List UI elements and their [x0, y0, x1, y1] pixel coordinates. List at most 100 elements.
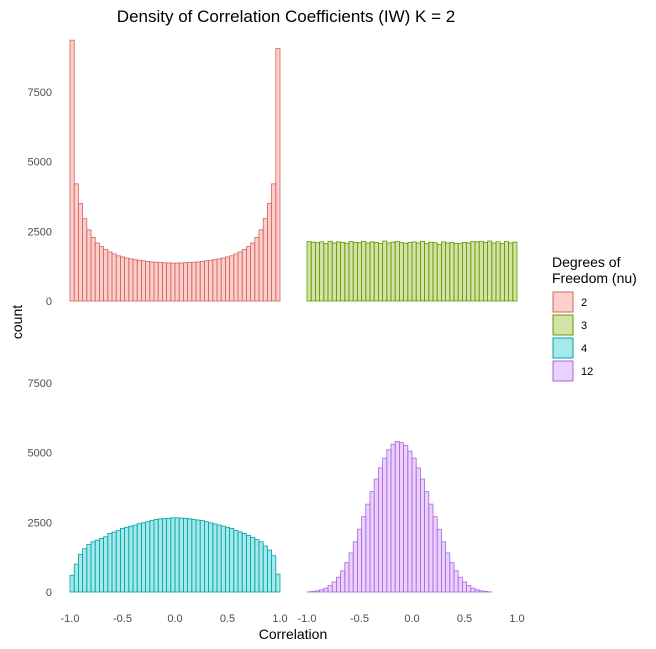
bar-nu-12-9 [344, 562, 350, 593]
bar-nu-12-21 [394, 440, 400, 593]
bar-nu-12-8 [340, 570, 346, 593]
bar-nu-12-3 [319, 589, 325, 593]
bar-nu-12-18 [382, 457, 388, 593]
bar-nu-2-26 [178, 262, 184, 302]
bar-nu-4-14 [128, 525, 134, 593]
bar-nu-4-20 [153, 519, 159, 593]
bar-nu-12-34 [449, 562, 455, 593]
bar-nu-4-17 [140, 522, 146, 593]
bar-nu-12-2 [314, 590, 320, 593]
bar-nu-4-10 [111, 531, 117, 593]
bar-nu-2-30 [195, 261, 201, 302]
bar-nu-3-16 [373, 242, 379, 302]
bar-nu-3-35 [453, 243, 459, 302]
bar-nu-4-21 [157, 518, 163, 593]
bar-nu-12-19 [386, 449, 392, 593]
bar-nu-2-21 [157, 262, 163, 302]
bar-nu-2-0 [69, 39, 75, 302]
bar-nu-3-27 [419, 240, 425, 302]
bar-nu-2-46 [262, 218, 268, 302]
panel-nu-4 [69, 517, 281, 593]
bar-nu-12-31 [436, 528, 442, 593]
bar-nu-12-37 [461, 581, 467, 593]
bar-nu-2-29 [191, 261, 197, 302]
bar-nu-2-40 [237, 251, 243, 302]
bar-nu-3-13 [361, 240, 367, 302]
bar-nu-4-29 [191, 519, 197, 593]
bar-nu-4-15 [132, 524, 138, 593]
x-axis: -1.0 -0.5 0.0 0.5 1.0 -1.0 -0.5 0.0 0.5 1.0 [61, 613, 525, 625]
bar-nu-3-20 [390, 241, 396, 302]
y-axis: 0 2500 5000 7500 0 2500 5000 7500 [28, 87, 52, 599]
legend-item-4: 4 [552, 337, 587, 359]
legend-title: Freedom (nu) [552, 270, 637, 286]
bar-nu-2-10 [111, 253, 117, 302]
panel-nu-12 [306, 440, 493, 593]
bar-nu-4-5 [90, 541, 96, 593]
y-tick-label: 5000 [28, 157, 52, 169]
bar-nu-4-42 [245, 534, 251, 593]
bar-nu-2-11 [115, 255, 121, 302]
bar-nu-12-13 [361, 516, 367, 593]
bar-nu-12-35 [453, 570, 459, 593]
x-tick-label: 0.5 [220, 613, 235, 625]
bar-nu-3-12 [356, 242, 362, 302]
bar-nu-3-26 [415, 242, 421, 302]
bar-nu-2-9 [107, 251, 113, 302]
bar-nu-3-48 [508, 242, 514, 302]
bar-nu-3-37 [461, 242, 467, 302]
bar-nu-3-46 [499, 243, 505, 302]
bar-nu-3-0 [306, 241, 312, 302]
bar-nu-3-31 [436, 243, 442, 302]
bar-nu-3-44 [491, 242, 497, 302]
bar-nu-3-19 [386, 242, 392, 302]
bar-nu-3-1 [310, 241, 316, 302]
bar-nu-4-44 [254, 539, 260, 593]
x-tick-label: 1.0 [272, 613, 287, 625]
bar-nu-4-35 [216, 524, 222, 593]
bar-nu-2-14 [128, 258, 134, 302]
y-axis-title: count [9, 305, 25, 339]
bar-nu-2-47 [266, 202, 272, 302]
bar-nu-4-16 [136, 523, 142, 593]
bar-nu-3-32 [440, 241, 446, 302]
bar-nu-3-42 [482, 242, 488, 302]
bar-nu-12-30 [432, 516, 438, 593]
bar-nu-3-6 [331, 242, 337, 302]
bar-nu-12-11 [352, 541, 358, 593]
legend-label: 3 [581, 320, 587, 332]
bar-nu-4-12 [120, 528, 126, 593]
bar-nu-2-35 [216, 258, 222, 302]
x-tick-label: -0.5 [350, 613, 369, 625]
x-axis-title: Correlation [259, 626, 327, 642]
bar-nu-2-24 [170, 262, 176, 302]
legend-key [552, 291, 574, 313]
bar-nu-12-23 [403, 445, 409, 593]
bar-nu-3-17 [377, 243, 383, 302]
legend-label: 12 [581, 366, 593, 378]
bar-nu-4-28 [187, 518, 193, 593]
bar-nu-2-20 [153, 261, 159, 302]
x-tick-label: 0.0 [167, 613, 182, 625]
y-tick-label: 7500 [28, 378, 52, 390]
y-tick-label: 0 [46, 587, 52, 599]
bar-nu-12-6 [331, 581, 337, 593]
bar-nu-4-26 [178, 517, 184, 593]
bar-nu-12-14 [365, 503, 371, 593]
bar-nu-12-36 [457, 576, 463, 593]
bar-nu-3-36 [457, 242, 463, 302]
bar-nu-12-27 [419, 478, 425, 593]
bar-nu-4-2 [78, 553, 84, 593]
bar-nu-4-45 [258, 541, 264, 593]
bar-nu-2-31 [199, 260, 205, 302]
y-tick-label: 2500 [28, 226, 52, 238]
bar-nu-3-47 [503, 241, 509, 302]
bar-nu-2-48 [271, 183, 277, 302]
bar-nu-2-17 [140, 260, 146, 302]
bar-nu-4-11 [115, 530, 121, 593]
bar-nu-3-33 [445, 242, 451, 302]
bar-nu-2-2 [78, 202, 84, 302]
bar-nu-2-19 [149, 261, 155, 302]
